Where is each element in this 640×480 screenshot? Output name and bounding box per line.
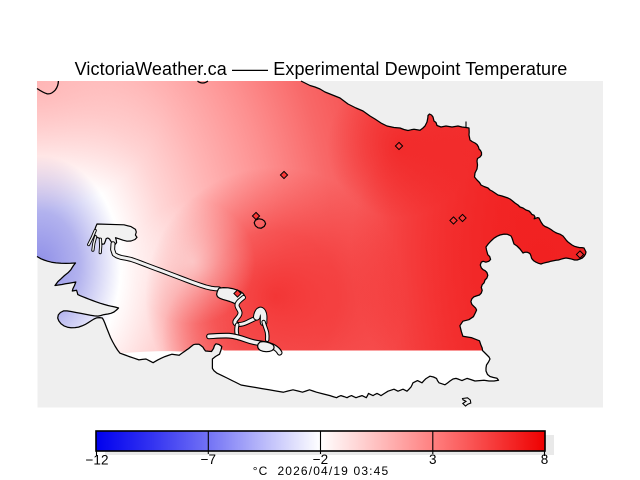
svg-text:8: 8: [541, 452, 549, 467]
svg-text:°C 2026/04/19 03:45: °C 2026/04/19 03:45: [253, 464, 390, 478]
svg-text:VictoriaWeather.ca —— Experime: VictoriaWeather.ca —— Experimental Dewpo…: [75, 59, 568, 79]
svg-text:−12: −12: [86, 453, 109, 468]
svg-text:3: 3: [429, 452, 437, 467]
svg-text:−2: −2: [313, 452, 328, 467]
svg-text:−7: −7: [201, 452, 216, 467]
